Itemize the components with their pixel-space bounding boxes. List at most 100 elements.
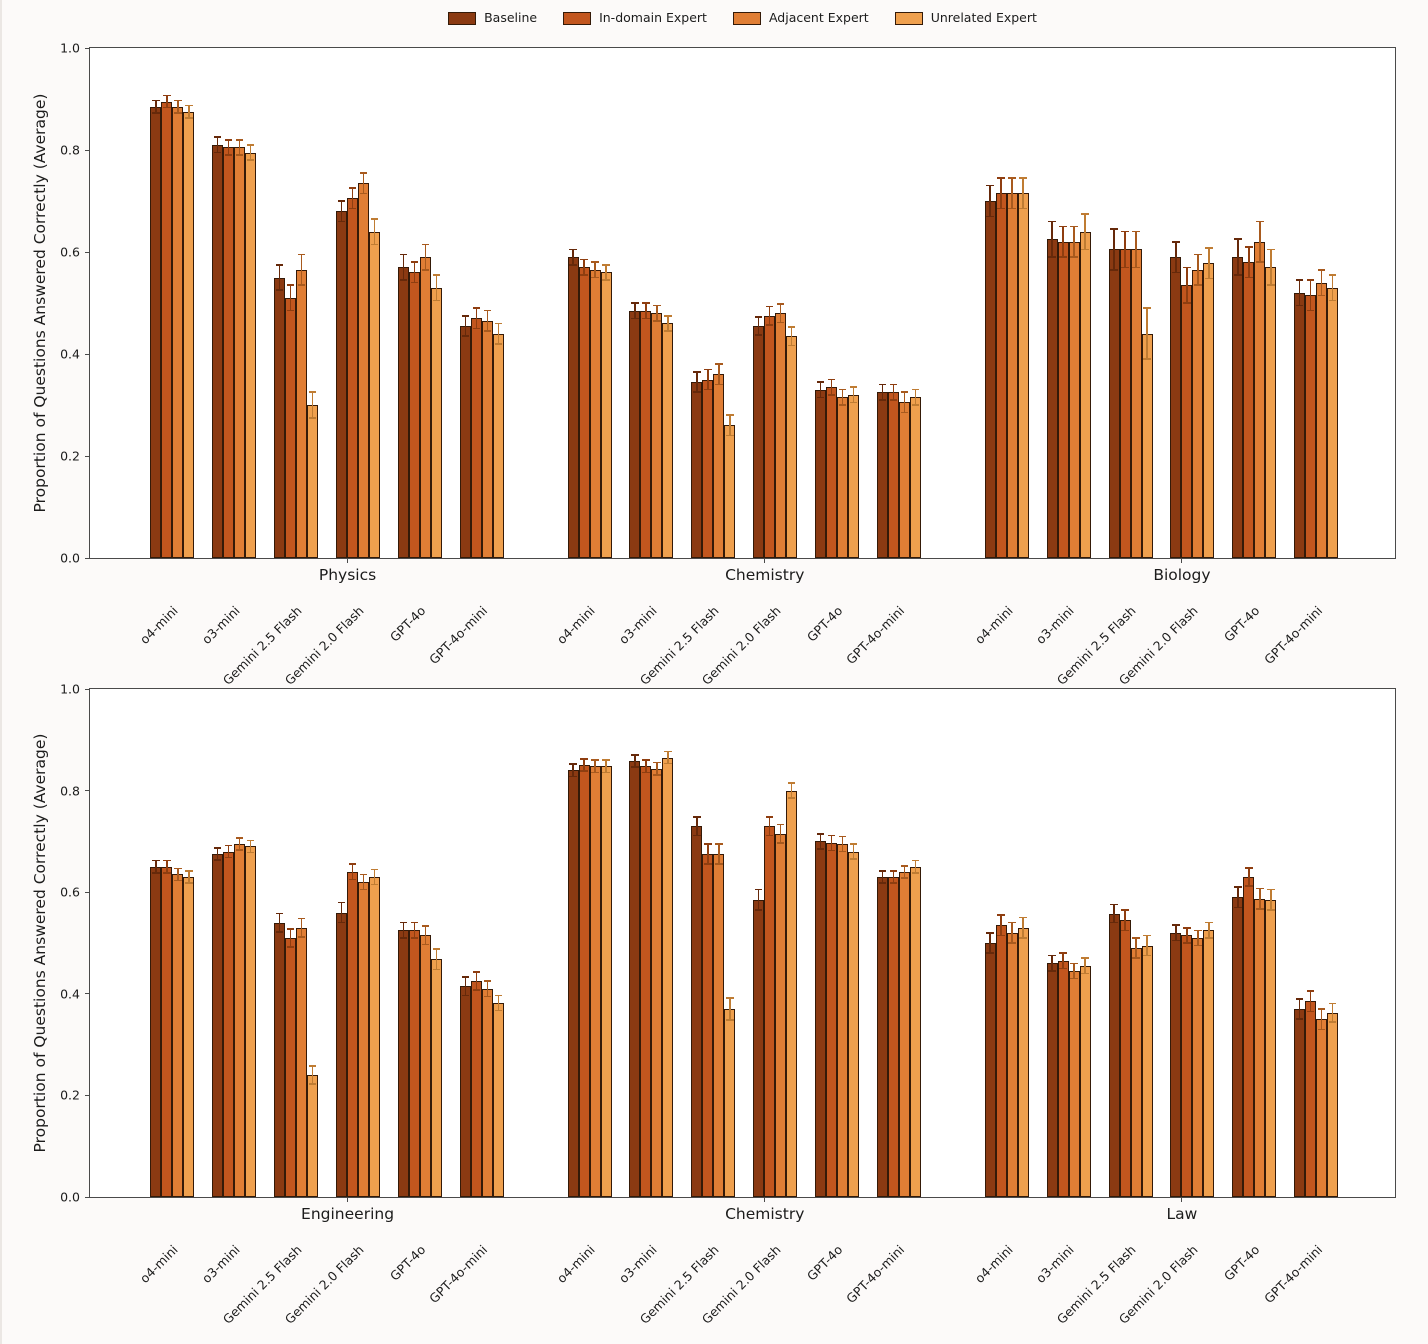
error-bar-cap [483, 980, 492, 982]
error-bar-cap [410, 281, 419, 284]
bar-in-domain-expert [347, 198, 358, 558]
error-bar-cap [185, 882, 193, 884]
error-bar-cap [997, 914, 1005, 916]
error-bar-cap [580, 758, 588, 760]
error-bar-cap [664, 762, 672, 765]
error-bar-line [1186, 927, 1188, 943]
x-domain-label: Law [1166, 1205, 1198, 1223]
legend-label: In-domain Expert [599, 10, 707, 25]
bar-baseline [336, 211, 347, 558]
error-bar-cap [213, 859, 222, 861]
error-bar-line [227, 845, 230, 858]
error-bar-line [155, 860, 157, 873]
x-major-tick [347, 1198, 349, 1202]
legend-swatch-4 [894, 11, 923, 25]
error-bar-cap [235, 154, 244, 156]
error-bar-cap [1143, 934, 1151, 937]
error-bar-line [1197, 254, 1199, 286]
error-bar-cap [1110, 269, 1118, 271]
error-bar-cap [1194, 253, 1202, 256]
error-bar-cap [776, 321, 785, 324]
bar-adjacent-expert [837, 397, 849, 558]
y-axis-title-wrap: Proportion of Questions Answered Correct… [30, 48, 50, 558]
bar-adjacent-expert [775, 313, 787, 558]
error-bar-cap [900, 391, 909, 394]
error-bar-cap [359, 172, 368, 174]
error-bar-cap [1070, 962, 1078, 965]
error-bar-line [1298, 998, 1301, 1020]
error-bar-cap [461, 335, 470, 337]
error-bar-cap [286, 284, 295, 286]
error-bar-cap [1295, 1018, 1304, 1020]
bar-in-domain-expert [1119, 920, 1131, 1197]
error-bar-line [572, 764, 574, 777]
error-bar-line [300, 918, 303, 937]
error-bar-cap [911, 859, 920, 862]
error-bar-line [656, 762, 658, 775]
error-bar-cap [765, 816, 774, 818]
error-bar-line [1208, 247, 1210, 279]
error-bar-line [1073, 963, 1075, 979]
error-bar-cap [1008, 942, 1016, 944]
error-bar-line [768, 306, 771, 325]
y-tick-mark [85, 688, 89, 690]
bar-unrelated-expert [1079, 231, 1091, 558]
error-bar-cap [174, 111, 182, 114]
error-bar-line [475, 308, 478, 329]
error-bar-line [1331, 274, 1334, 301]
error-bar-cap [1183, 942, 1191, 944]
error-bar-cap [185, 870, 193, 872]
y-tick-mark [85, 353, 89, 355]
error-bar-cap [337, 921, 346, 924]
error-bar-cap [726, 1019, 734, 1021]
error-bar-cap [359, 888, 368, 891]
error-bar-cap [787, 797, 796, 799]
bar-unrelated-expert [724, 1009, 736, 1197]
error-bar-cap [1205, 921, 1213, 924]
window-left-edge [0, 0, 2, 1344]
y-tick-label: 0.4 [60, 986, 80, 1002]
error-bar-cap [889, 399, 898, 401]
error-bar-line [1248, 867, 1250, 887]
error-bar-cap [297, 917, 306, 920]
error-bar-line [340, 201, 343, 222]
error-bar-cap [472, 307, 481, 309]
error-bar-line [1022, 917, 1024, 938]
bar-adjacent-expert [1068, 241, 1080, 558]
error-bar-cap [421, 943, 430, 946]
error-bar-line [790, 326, 793, 346]
error-bar-cap [1234, 238, 1242, 241]
error-bar-cap [1059, 225, 1067, 228]
error-bar-cap [163, 859, 171, 862]
error-bar-cap [816, 381, 825, 383]
bar-adjacent-expert [1068, 970, 1080, 1197]
error-bar-cap [1143, 954, 1151, 957]
error-bar-cap [1019, 916, 1027, 919]
error-bar-cap [1306, 990, 1315, 993]
error-bar-cap [370, 868, 379, 871]
error-bar-cap [1048, 220, 1056, 223]
bar-adjacent-expert [1192, 269, 1204, 558]
error-bar-cap [715, 383, 723, 386]
x-model-label: o4-mini [971, 603, 1016, 647]
error-bar-cap [1070, 977, 1078, 980]
bar-in-domain-expert [1243, 262, 1255, 558]
bar-baseline [629, 310, 641, 558]
error-bar-cap [1070, 256, 1078, 258]
bar-adjacent-expert [1192, 937, 1204, 1197]
error-bar-cap [1256, 261, 1264, 263]
error-bar-cap [1306, 279, 1315, 281]
x-domain-label: Biology [1153, 566, 1211, 584]
bar-unrelated-expert [183, 876, 195, 1197]
y-tick-label: 0.2 [60, 1087, 80, 1103]
legend-label: Baseline [484, 10, 538, 25]
bar-unrelated-expert [848, 394, 860, 558]
chart-legend: Baseline In-domain Expert Adjacent Expert U… [90, 10, 1395, 26]
error-bar-line [435, 274, 438, 301]
error-bar-cap [726, 434, 734, 437]
error-bar-cap [1328, 274, 1337, 276]
x-model-label: o3-mini [616, 603, 660, 647]
error-bar-line [1113, 229, 1115, 270]
error-bar-cap [297, 936, 306, 938]
error-bar-line [1124, 231, 1126, 268]
